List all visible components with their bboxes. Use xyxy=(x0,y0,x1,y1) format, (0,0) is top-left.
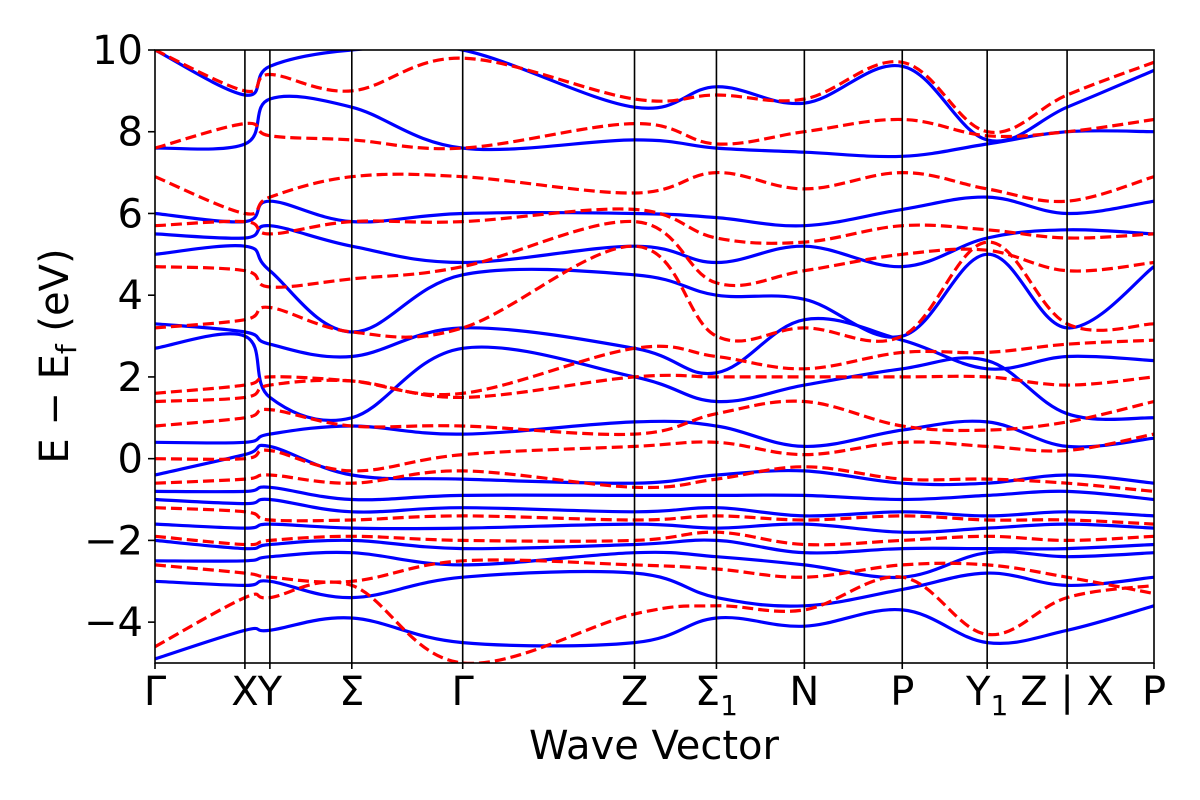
y-tick-label-6: 6 xyxy=(118,191,143,237)
high-symmetry-lines xyxy=(244,50,1068,663)
x-tick-subscript-10: 1 xyxy=(990,689,1008,722)
x-tick-label-1: Γ xyxy=(144,669,167,715)
y-tick-label-7: 8 xyxy=(118,110,143,156)
x-tick-label-10: Y1 xyxy=(965,669,1008,722)
y-axis-title: E − Ef (eV) xyxy=(32,248,83,463)
x-axis-ticks: Γ X Y Σ Γ Z Σ1 N P Y1 Z | X P xyxy=(144,663,1166,722)
y-tick-label-2: −2 xyxy=(84,518,143,564)
x-tick-label-11: Z | X xyxy=(1020,669,1114,715)
solid-band-12 xyxy=(155,244,1154,339)
x-tick-label-6: Z xyxy=(621,669,648,715)
x-tick-label-3: Y xyxy=(257,669,283,715)
y-axis-ticks: −4 −2 0 2 4 6 8 10 xyxy=(84,28,155,646)
y-axis-title-subscript: f xyxy=(50,343,83,354)
x-tick-label-9: P xyxy=(890,669,914,715)
y-tick-label-3: 0 xyxy=(118,437,143,483)
x-tick-label-8: N xyxy=(789,669,819,715)
x-tick-label-7: Σ1 xyxy=(695,669,738,722)
y-axis-title-unit: (eV) xyxy=(32,248,78,344)
y-tick-label-5: 4 xyxy=(118,273,143,319)
x-tick-label-2: X xyxy=(231,669,258,715)
y-tick-label-1: −4 xyxy=(84,600,143,646)
x-tick-subscript-7: 1 xyxy=(720,689,738,722)
y-axis-title-main: E − E xyxy=(32,354,78,464)
y-tick-label-4: 2 xyxy=(118,355,143,401)
x-tick-label-4: Σ xyxy=(339,669,364,715)
x-axis-title: Wave Vector xyxy=(529,723,780,769)
x-tick-label-5: Γ xyxy=(452,669,475,715)
x-tick-label-12: P xyxy=(1142,669,1166,715)
y-tick-label-8: 10 xyxy=(92,28,143,74)
dashed-band-10 xyxy=(155,240,1154,343)
plot-frame xyxy=(154,49,1155,664)
